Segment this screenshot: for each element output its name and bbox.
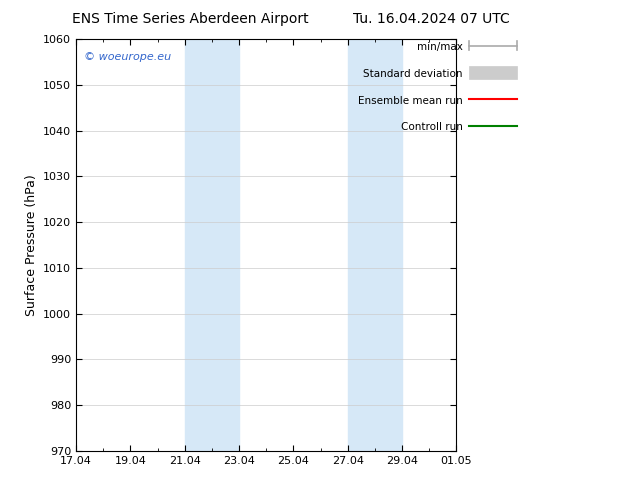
Text: Standard deviation: Standard deviation: [363, 69, 463, 78]
Text: © woeurope.eu: © woeurope.eu: [84, 51, 171, 62]
Text: Tu. 16.04.2024 07 UTC: Tu. 16.04.2024 07 UTC: [353, 12, 510, 26]
Bar: [348, 39, 402, 451]
Bar: [184, 39, 239, 451]
Text: ENS Time Series Aberdeen Airport: ENS Time Series Aberdeen Airport: [72, 12, 309, 26]
Y-axis label: Surface Pressure (hPa): Surface Pressure (hPa): [25, 174, 37, 316]
Text: Controll run: Controll run: [401, 122, 463, 132]
Text: min/max: min/max: [417, 42, 463, 51]
Text: Ensemble mean run: Ensemble mean run: [358, 96, 463, 105]
